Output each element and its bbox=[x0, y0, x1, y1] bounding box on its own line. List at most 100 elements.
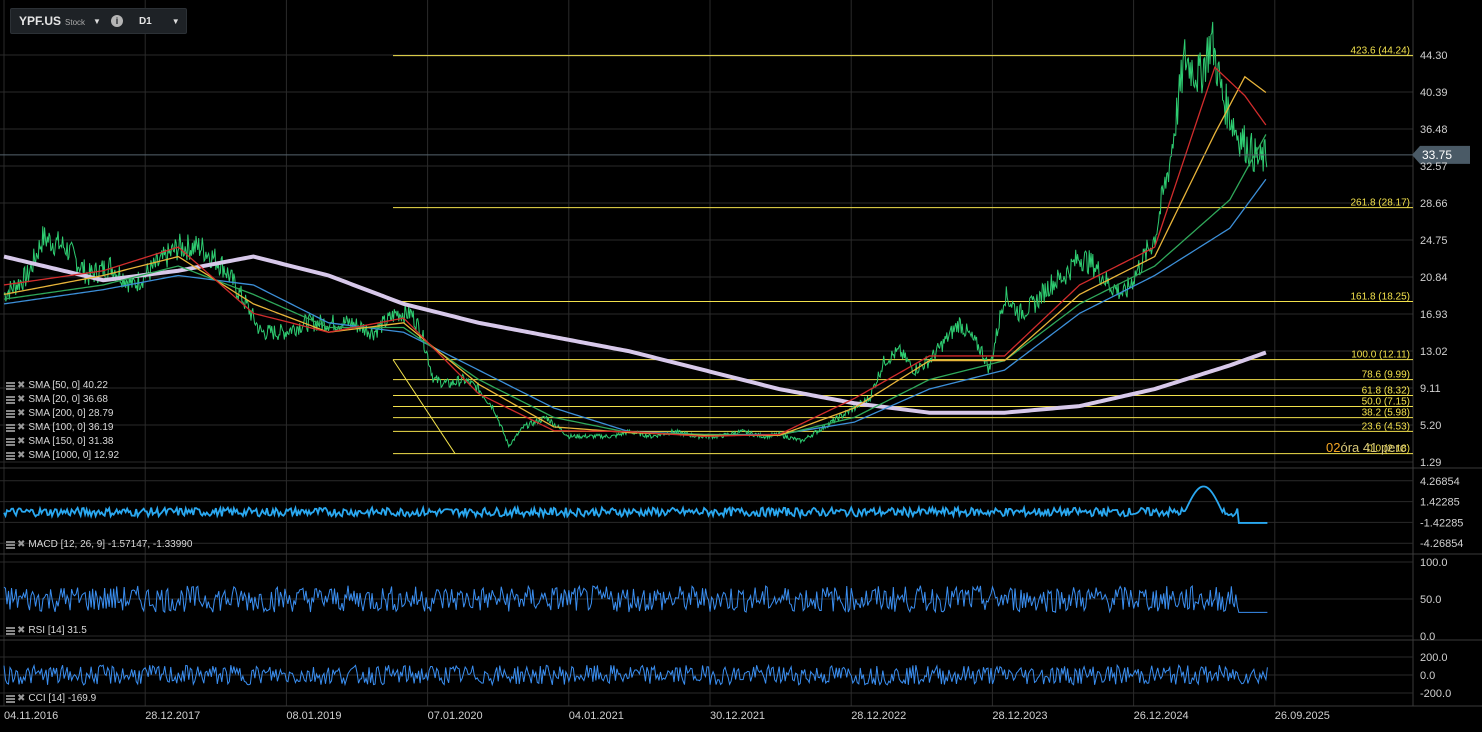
fib-label: 38.2 (5.98) bbox=[1362, 408, 1410, 419]
fib-label: 161.8 (18.25) bbox=[1351, 292, 1411, 303]
close-icon[interactable]: ✖ bbox=[17, 422, 26, 433]
legend-item[interactable]: ✖ SMA [1000, 0] 12.92 bbox=[6, 449, 119, 463]
cci-legend: ✖ CCI [14] -169.9 bbox=[6, 692, 96, 706]
fib-trendline bbox=[392, 359, 456, 454]
close-icon[interactable]: ✖ bbox=[17, 436, 26, 447]
y-tick-label: 32.57 bbox=[1420, 161, 1448, 173]
layers-icon[interactable] bbox=[6, 452, 15, 460]
fibonacci-levels: 423.6 (44.24) 261.8 (28.17) 161.8 (18.25) 1… bbox=[392, 46, 1413, 455]
close-icon[interactable]: ✖ bbox=[17, 408, 26, 419]
x-tick-label: 07.01.2020 bbox=[428, 710, 483, 722]
y-tick-label: -1.42285 bbox=[1420, 517, 1463, 529]
y-tick-label: 0.0 bbox=[1420, 631, 1435, 643]
price-tag bbox=[1412, 145, 1470, 164]
current-price-label: 33.75 bbox=[1422, 148, 1452, 162]
info-icon[interactable]: i bbox=[110, 15, 123, 27]
x-tick-label: 28.12.2022 bbox=[851, 710, 906, 722]
y-tick-label: 36.48 bbox=[1420, 124, 1448, 136]
sma-line bbox=[3, 134, 1267, 437]
x-tick-label: 04.11.2016 bbox=[4, 710, 58, 722]
close-icon[interactable]: ✖ bbox=[17, 693, 26, 704]
legend-label: CCI [14] -169.9 bbox=[28, 693, 97, 704]
layers-icon[interactable] bbox=[6, 541, 15, 549]
y-tick-label: 16.93 bbox=[1420, 309, 1448, 321]
sma-line bbox=[3, 254, 1267, 415]
y-tick-label: 4.26854 bbox=[1420, 476, 1460, 488]
layers-icon[interactable] bbox=[6, 410, 15, 418]
legend-item[interactable]: ✖ CCI [14] -169.9 bbox=[6, 692, 96, 706]
sma-line bbox=[3, 66, 1267, 438]
indicator-line bbox=[3, 663, 1268, 687]
chevron-down-icon[interactable]: ▼ bbox=[171, 16, 180, 26]
close-icon[interactable]: ✖ bbox=[17, 394, 26, 405]
main-legend: ✖ SMA [50, 0] 40.22 ✖ SMA [20, 0] 36.68 ✖ S… bbox=[6, 379, 119, 463]
rsi-legend: ✖ RSI [14] 31.5 bbox=[6, 624, 87, 638]
close-icon[interactable]: ✖ bbox=[17, 625, 26, 636]
y-tick-label: -4.26854 bbox=[1420, 538, 1463, 550]
price-axis: 44.30 40.39 36.48 32.57 28.66 24.75 20.84 16.93… bbox=[1420, 50, 1463, 700]
legend-label: SMA [100, 0] 36.19 bbox=[28, 422, 114, 433]
timeframe-label[interactable]: D1 bbox=[138, 15, 152, 27]
indicator-panes[interactable] bbox=[3, 485, 1268, 687]
legend-label: MACD [12, 26, 9] -1.57147, -1.33990 bbox=[28, 539, 193, 550]
symbol-toolbar[interactable]: YPF.US Stock ▼ i D1 ▼ bbox=[10, 8, 187, 34]
legend-item[interactable]: ✖ SMA [100, 0] 36.19 bbox=[6, 421, 119, 435]
time-axis: 04.11.2016 28.12.2017 08.01.2019 07.01.2020… bbox=[4, 710, 1330, 722]
fib-label: 100.0 (12.11) bbox=[1351, 350, 1410, 361]
layers-icon[interactable] bbox=[6, 424, 15, 432]
y-tick-label: 1.42285 bbox=[1420, 497, 1460, 509]
close-icon[interactable]: ✖ bbox=[17, 539, 26, 550]
layers-icon[interactable] bbox=[6, 438, 15, 446]
legend-label: SMA [150, 0] 31.38 bbox=[28, 436, 114, 447]
candle-countdown: 02óra 41 perc bbox=[1326, 440, 1406, 455]
y-tick-label: 40.39 bbox=[1420, 87, 1448, 99]
y-tick-label: 1.29 bbox=[1420, 457, 1441, 469]
legend-item[interactable]: ✖ SMA [20, 0] 36.68 bbox=[6, 393, 119, 407]
fib-label: 423.6 (44.24) bbox=[1351, 46, 1411, 57]
x-tick-label: 04.01.2021 bbox=[569, 710, 624, 722]
legend-label: SMA [50, 0] 40.22 bbox=[28, 380, 108, 391]
layers-icon[interactable] bbox=[6, 695, 15, 703]
y-tick-label: 100.0 bbox=[1420, 557, 1448, 569]
fib-label: 50.0 (7.15) bbox=[1362, 397, 1410, 408]
fib-label: 78.6 (9.99) bbox=[1362, 370, 1410, 381]
layers-icon[interactable] bbox=[6, 396, 15, 404]
y-tick-label: 5.20 bbox=[1420, 420, 1441, 432]
fib-label: 0.0 (2.18) bbox=[1367, 444, 1410, 455]
legend-item[interactable]: ✖ SMA [50, 0] 40.22 bbox=[6, 379, 119, 393]
countdown-rest: óra 41 perc bbox=[1340, 440, 1407, 455]
legend-item[interactable]: ✖ SMA [150, 0] 31.38 bbox=[6, 435, 119, 449]
x-tick-label: 28.12.2023 bbox=[992, 710, 1047, 722]
instrument-type: Stock bbox=[65, 17, 86, 27]
legend-label: SMA [20, 0] 36.68 bbox=[28, 394, 108, 405]
legend-label: SMA [200, 0] 28.79 bbox=[28, 408, 114, 419]
legend-label: RSI [14] 31.5 bbox=[28, 625, 87, 636]
indicator-line bbox=[3, 584, 1268, 614]
legend-label: SMA [1000, 0] 12.92 bbox=[28, 450, 120, 461]
price-plot[interactable]: 33.75 bbox=[0, 21, 1470, 449]
y-tick-label: 50.0 bbox=[1420, 594, 1441, 606]
y-tick-label: 9.11 bbox=[1420, 383, 1441, 395]
legend-item[interactable]: ✖ SMA [200, 0] 28.79 bbox=[6, 407, 119, 421]
y-tick-label: 13.02 bbox=[1420, 346, 1448, 358]
symbol-name[interactable]: YPF.US bbox=[19, 14, 62, 28]
y-tick-label: 28.66 bbox=[1420, 198, 1448, 210]
y-tick-label: 0.0 bbox=[1420, 670, 1435, 682]
macd-legend: ✖ MACD [12, 26, 9] -1.57147, -1.33990 bbox=[6, 538, 192, 552]
fib-label: 61.8 (8.32) bbox=[1362, 385, 1410, 396]
x-tick-label: 30.12.2021 bbox=[710, 710, 765, 722]
legend-item[interactable]: ✖ RSI [14] 31.5 bbox=[6, 624, 87, 638]
x-tick-label: 26.09.2025 bbox=[1275, 710, 1330, 722]
layers-icon[interactable] bbox=[6, 382, 15, 390]
indicator-line bbox=[3, 485, 1268, 524]
y-tick-label: 44.30 bbox=[1420, 50, 1448, 62]
legend-item[interactable]: ✖ MACD [12, 26, 9] -1.57147, -1.33990 bbox=[6, 538, 192, 552]
x-tick-label: 28.12.2017 bbox=[145, 710, 200, 722]
layers-icon[interactable] bbox=[6, 627, 15, 635]
close-icon[interactable]: ✖ bbox=[17, 450, 26, 461]
chevron-down-icon[interactable]: ▼ bbox=[93, 16, 101, 26]
close-icon[interactable]: ✖ bbox=[17, 380, 26, 391]
countdown-hours: 02 bbox=[1326, 440, 1341, 455]
y-tick-label: -200.0 bbox=[1420, 688, 1451, 700]
